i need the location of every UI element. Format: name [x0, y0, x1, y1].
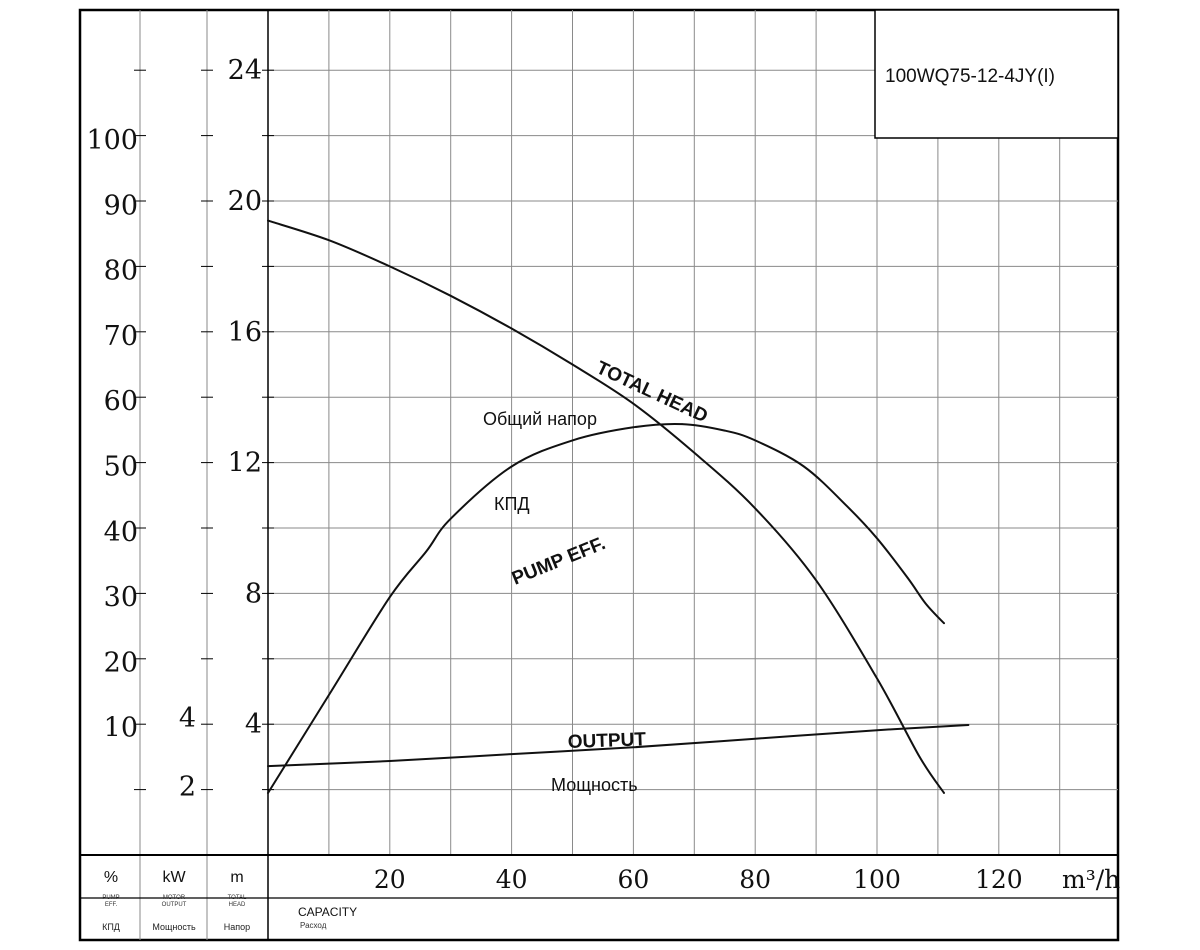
x-tick-label: 40: [496, 865, 528, 894]
eff-tick-label: 70: [104, 321, 138, 352]
column-caption: MOTOR: [163, 895, 186, 901]
chart-frame: [78, 8, 1120, 942]
head-tick-label: 16: [228, 317, 262, 348]
data-point-eff: [449, 517, 452, 520]
data-point-eff: [845, 504, 848, 507]
data-point-head: [510, 327, 513, 330]
column-caption: EFF.: [105, 902, 118, 908]
data-point-head: [693, 451, 696, 454]
head-tick-label: 20: [228, 186, 262, 217]
series-label-power: OUTPUT: [567, 729, 646, 753]
data-point-head: [815, 579, 817, 582]
eff-tick-label: 30: [104, 582, 138, 613]
series-label-power-ru: Мощность: [551, 775, 638, 795]
column-unit: kW: [162, 869, 186, 886]
data-point-power: [967, 724, 970, 726]
column-caption: OUTPUT: [162, 902, 187, 908]
data-point-eff: [632, 426, 635, 429]
head-tick-label: 8: [245, 578, 262, 609]
data-point-power: [632, 746, 635, 749]
column-caption: TOTAL: [228, 895, 247, 901]
data-point-head: [571, 363, 574, 366]
data-point-head: [754, 507, 756, 510]
data-point-head: [918, 756, 921, 758]
column-unit: m: [230, 869, 243, 886]
power-tick-label: 2: [179, 772, 196, 803]
eff-tick-label: 90: [104, 190, 138, 221]
data-point-eff: [681, 423, 683, 425]
series-line-head: [267, 219, 945, 794]
x-axis-unit: m³/h: [1062, 865, 1120, 894]
data-point-head: [943, 792, 945, 794]
eff-tick-label: 40: [104, 517, 138, 548]
column-unit: %: [104, 869, 118, 886]
eff-tick-label: 20: [104, 647, 138, 678]
column-caption: PUMP: [102, 895, 119, 901]
column-caption-ru: Напор: [224, 922, 250, 932]
data-point-head: [449, 295, 452, 297]
x-tick-label: 100: [853, 865, 901, 894]
column-caption-ru: КПД: [102, 922, 120, 932]
data-point-power: [754, 737, 756, 740]
data-point-eff: [425, 550, 428, 553]
data-point-head: [328, 239, 330, 242]
data-point-power: [876, 729, 878, 731]
model-title: 100WQ75-12-4JY(I): [885, 66, 1055, 87]
data-point-eff: [389, 596, 391, 598]
eff-tick-label: 80: [104, 256, 138, 287]
column-caption-ru: Мощность: [152, 922, 196, 932]
x-axis-label-ru: Расход: [300, 921, 327, 930]
x-axis-label: CAPACITY: [298, 905, 357, 919]
power-tick-label: 4: [179, 703, 196, 734]
data-point-eff: [943, 622, 945, 625]
series-label-eff-ru: КПД: [494, 494, 530, 514]
grid: [139, 10, 1118, 940]
data-point-power: [267, 765, 269, 767]
head-tick-label: 12: [228, 448, 262, 479]
column-caption: HEAD: [229, 902, 246, 908]
data-point-eff: [723, 429, 726, 432]
data-point-head: [389, 265, 391, 268]
data-point-eff: [754, 439, 756, 442]
eff-tick-label: 60: [104, 386, 138, 417]
data-point-head: [632, 402, 635, 405]
data-point-eff: [267, 792, 269, 794]
data-point-eff: [924, 602, 927, 605]
data-point-eff: [510, 465, 513, 468]
data-point-eff: [876, 537, 878, 540]
data-point-head: [267, 219, 269, 222]
axis-ticks: [134, 69, 274, 856]
eff-tick-label: 50: [104, 452, 138, 483]
series-label-head-ru: Общий напор: [483, 409, 597, 429]
eff-tick-label: 10: [104, 713, 138, 744]
data-point-head: [876, 677, 878, 680]
data-point-power: [389, 760, 391, 762]
x-tick-label: 20: [374, 865, 406, 894]
data-point-eff: [571, 439, 574, 442]
data-point-eff: [906, 576, 909, 579]
series-line-eff: [267, 422, 945, 794]
series-label-eff: PUMP EFF.: [509, 533, 609, 590]
data-point-eff: [803, 465, 805, 468]
model-box: [874, 9, 1119, 139]
data-point-power: [510, 753, 513, 755]
head-tick-label: 24: [228, 55, 262, 86]
eff-tick-label: 100: [86, 125, 138, 156]
head-tick-label: 4: [245, 709, 262, 740]
x-tick-label: 60: [617, 865, 649, 894]
x-tick-label: 80: [739, 865, 771, 894]
data-point-eff: [328, 694, 330, 696]
x-tick-label: 120: [975, 865, 1023, 894]
